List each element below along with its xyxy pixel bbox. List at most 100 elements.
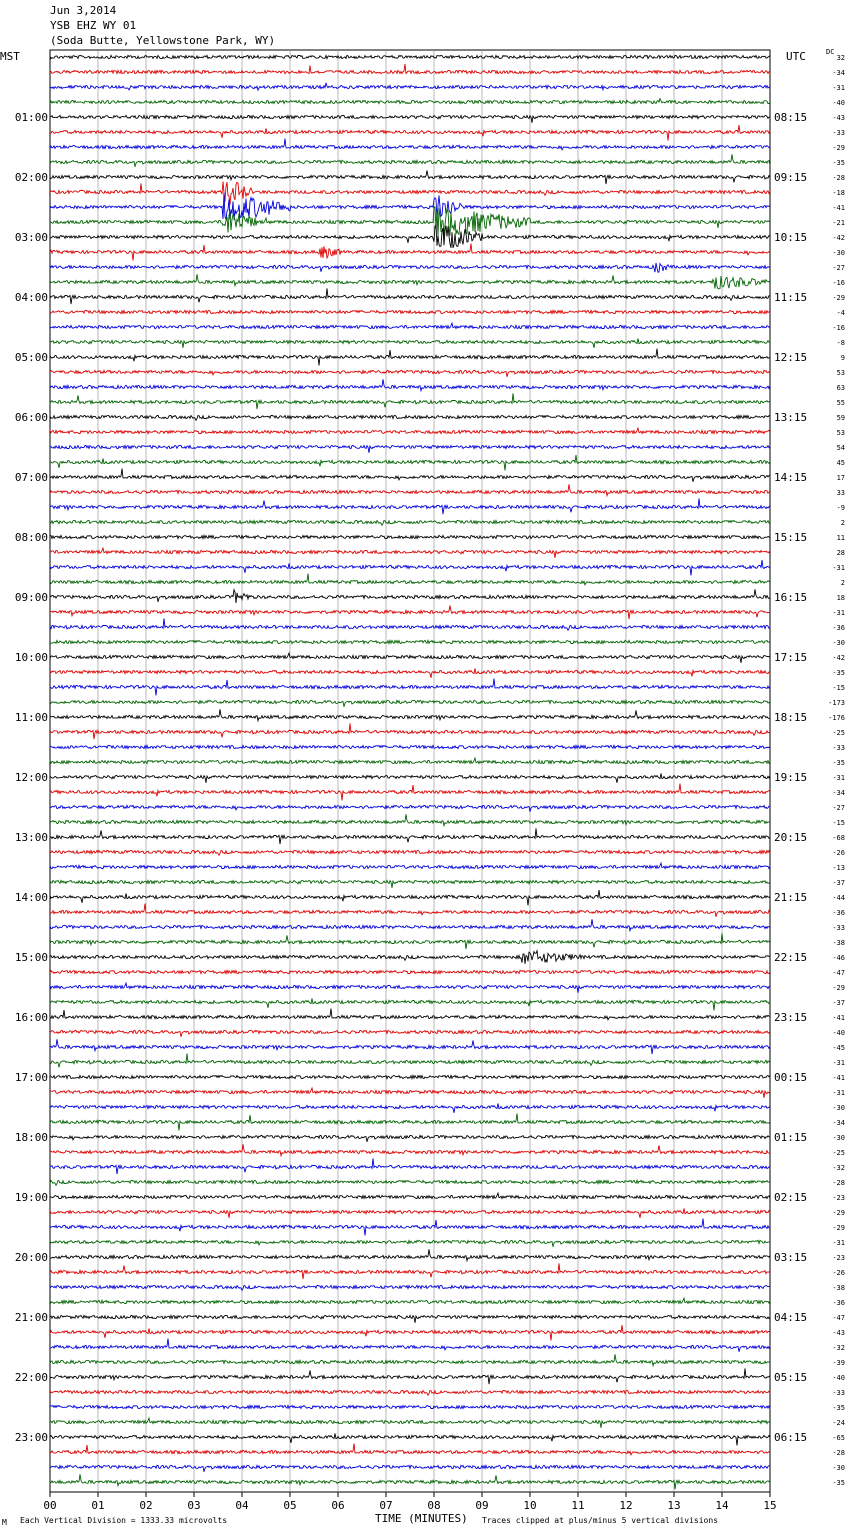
x-tick-label: 02 [139,1499,152,1512]
seismic-trace [49,1144,771,1158]
x-tick-label: 03 [187,1499,200,1512]
dc-offset-label: -33 [832,924,845,932]
seismic-trace [49,1263,771,1280]
seismic-trace [49,1218,771,1236]
seismic-trace [49,1296,771,1306]
x-tick-label: 12 [619,1499,632,1512]
seismic-trace [50,223,771,249]
mst-hour-label: 19:00 [15,1191,48,1204]
footer-clip-note: Traces clipped at plus/minus 5 vertical … [482,1516,719,1525]
dc-offset-label: -28 [832,1449,845,1457]
mst-hour-label: 18:00 [15,1131,48,1144]
seismic-trace [49,138,771,151]
dc-offset-label: -41 [832,1074,845,1082]
seismic-trace [49,919,770,933]
dc-offset-label: -31 [832,1239,845,1247]
mst-hour-label: 09:00 [15,591,48,604]
seismic-trace [50,546,771,558]
dc-offset-label: -42 [832,654,845,662]
dc-offset-label: -29 [832,144,845,152]
dc-offset-label: 2 [841,579,845,587]
dc-offset-label: -15 [832,819,845,827]
mst-hour-label: 22:00 [15,1371,48,1384]
seismic-trace [49,559,771,576]
x-tick-label: 09 [475,1499,488,1512]
x-tick-label: 15 [763,1499,776,1512]
seismic-trace [49,274,771,290]
dc-offset-label: 18 [837,594,845,602]
seismic-trace [49,903,771,917]
seismic-trace [49,321,771,330]
dc-offset-label: -38 [832,1284,845,1292]
seismic-trace [49,588,771,604]
dc-offset-label: -36 [832,1299,845,1307]
utc-hour-label: 21:15 [774,891,807,904]
header-location: (Soda Butte, Yellowstone Park, WY) [50,34,276,47]
seismic-trace [49,1029,771,1037]
seismic-trace [49,484,771,498]
utc-hour-label: 00:15 [774,1071,807,1084]
utc-hour-label: 14:15 [774,471,807,484]
dc-offset-label: -25 [832,1149,845,1157]
dc-offset-label: -25 [832,729,845,737]
dc-offset-label: -31 [832,84,845,92]
dc-offset-label: -65 [832,1434,845,1442]
seismic-trace [49,426,771,435]
dc-offset-label: -47 [832,969,845,977]
dc-offset-label: -35 [832,759,845,767]
seismic-trace [49,338,771,348]
utc-hour-label: 15:15 [774,531,807,544]
utc-hour-label: 13:15 [774,411,807,424]
dc-offset-label: 59 [837,414,845,422]
dc-offset-label: -32 [832,1344,845,1352]
x-tick-label: 06 [331,1499,344,1512]
seismic-trace [49,879,771,888]
seismic-trace [50,783,771,801]
dc-offset-label: 55 [837,399,845,407]
footer-mark: M [2,1518,7,1527]
seismic-trace [49,454,771,471]
utc-hour-label: 11:15 [774,291,807,304]
seismic-trace [49,262,771,273]
seismic-trace [49,97,771,105]
x-tick-label: 00 [43,1499,56,1512]
mst-hour-label: 05:00 [15,351,48,364]
dc-offset-label: -31 [832,564,845,572]
dc-offset-label: -30 [832,1104,845,1112]
utc-hour-label: 05:15 [774,1371,807,1384]
utc-hour-label: 08:15 [774,111,807,124]
utc-hour-label: 18:15 [774,711,807,724]
dc-offset-label: -15 [832,684,845,692]
dc-offset-label: -34 [832,789,845,797]
dc-offset-label: -38 [832,939,845,947]
dc-offset-label: 45 [837,459,845,467]
seismic-trace [49,804,771,812]
dc-offset-label: -29 [832,294,845,302]
utc-hour-label: 19:15 [774,771,807,784]
dc-offset-label: -31 [832,1059,845,1067]
dc-offset-label: -9 [837,504,845,512]
dc-offset-label: -31 [832,774,845,782]
dc-offset-label: -31 [832,609,845,617]
dc-offset-label: -16 [832,324,845,332]
x-axis-title: TIME (MINUTES) [375,1512,468,1525]
dc-offset-label: 2 [841,519,845,527]
dc-offset-label: -31 [832,1089,845,1097]
mst-hour-label: 03:00 [15,231,48,244]
seismic-trace [49,1416,771,1428]
seismic-trace [49,1314,771,1323]
x-tick-label: 05 [283,1499,296,1512]
mst-hour-label: 15:00 [15,951,48,964]
seismic-trace [49,1324,771,1341]
seismic-trace [49,861,771,870]
utc-hour-label: 17:15 [774,651,807,664]
x-tick-label: 07 [379,1499,392,1512]
seismic-trace [49,1433,771,1446]
mst-hour-label: 23:00 [15,1431,48,1444]
seismic-trace [49,533,771,541]
dc-offset-label: 11 [837,534,845,542]
dc-offset-label: -29 [832,1224,845,1232]
right-axis-label: UTC [786,50,806,63]
seismic-trace [49,678,771,696]
